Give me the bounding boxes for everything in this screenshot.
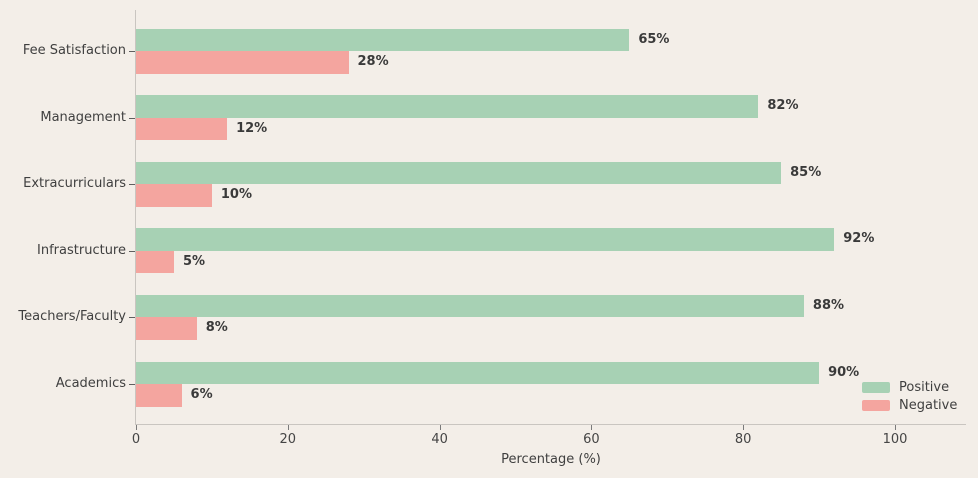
bar-negative <box>136 250 174 274</box>
x-tick-label: 60 <box>583 432 600 447</box>
y-tick-mark <box>129 250 135 252</box>
y-tick-mark <box>129 184 135 186</box>
y-tick-mark <box>129 384 135 385</box>
x-tick-mark <box>136 425 137 430</box>
y-axis-spine <box>135 10 136 425</box>
x-tick-label: 0 <box>131 432 141 447</box>
y-tick-mark <box>129 317 135 319</box>
y-tick-mark <box>129 51 135 52</box>
bar-positive <box>136 228 835 251</box>
bar-negative <box>136 384 182 407</box>
category-label: Academics <box>55 376 126 391</box>
bar-value-label: 85% <box>790 164 822 180</box>
bar-positive <box>136 294 804 318</box>
bar-value-label: 10% <box>220 187 253 203</box>
x-axis-spine <box>135 424 966 425</box>
bar-positive <box>136 361 820 384</box>
bar-value-label: 28% <box>357 54 389 69</box>
bar-positive <box>136 28 630 51</box>
category-label: Extracurriculars <box>23 176 126 192</box>
bar-positive <box>136 95 759 118</box>
bar-value-label: 6% <box>190 387 213 402</box>
category-label: Infrastructure <box>37 242 126 258</box>
bar-negative <box>136 317 197 340</box>
bar-value-label: 90% <box>828 364 860 380</box>
category-label: Teachers/Faculty <box>18 309 126 325</box>
legend-entry-positive: Positive <box>862 378 957 396</box>
bar-value-label: 92% <box>843 231 875 247</box>
category-label: Management <box>40 109 126 125</box>
bar-value-label: 82% <box>767 98 799 114</box>
x-tick-label: 40 <box>431 432 448 447</box>
legend-label-negative: Negative <box>899 397 958 413</box>
x-tick-mark <box>743 425 745 430</box>
bar-value-label: 8% <box>205 320 228 336</box>
bar-negative <box>136 184 212 207</box>
bar-positive <box>136 161 782 185</box>
bar-value-label: 65% <box>638 31 670 47</box>
x-tick-mark <box>895 425 896 430</box>
x-tick-mark <box>591 425 593 430</box>
category-label: Fee Satisfaction <box>22 43 126 58</box>
x-tick-label: 80 <box>734 432 752 447</box>
legend-entry-negative: Negative <box>862 396 957 414</box>
x-tick-mark <box>439 425 441 430</box>
bar-value-label: 12% <box>236 120 268 136</box>
bar-negative <box>136 51 349 74</box>
bar-value-label: 5% <box>182 253 206 269</box>
legend: Positive Negative <box>862 378 957 414</box>
legend-label-positive: Positive <box>899 379 950 395</box>
x-tick-label: 20 <box>279 432 297 447</box>
bar-value-label: 88% <box>812 297 845 313</box>
x-tick-mark <box>287 425 289 430</box>
y-tick-mark <box>129 117 135 119</box>
bar-negative <box>136 117 228 141</box>
positive-swatch-icon <box>862 381 890 393</box>
x-tick-label: 100 <box>882 432 908 447</box>
negative-swatch-icon <box>862 399 890 411</box>
x-axis-title: Percentage (%) <box>501 452 601 467</box>
